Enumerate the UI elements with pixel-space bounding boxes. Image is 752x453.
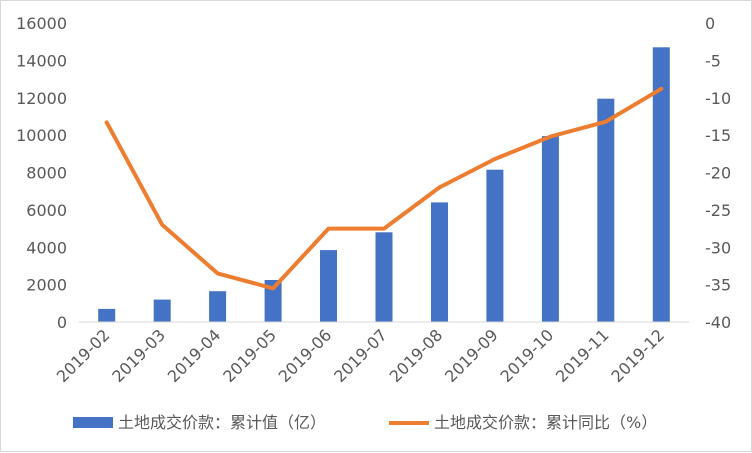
x-tick-label: 2019-09: [441, 325, 502, 386]
x-tick-label: 2019-07: [330, 325, 391, 386]
x-axis-ticks: 2019-022019-032019-042019-052019-062019-…: [53, 325, 668, 386]
bar-2019-10: [542, 136, 559, 322]
bar-2019-06: [320, 250, 337, 322]
left-tick-label: 12000: [16, 89, 67, 108]
left-tick-label: 2000: [26, 276, 67, 295]
bar-2019-04: [209, 291, 226, 322]
left-tick-label: 0: [57, 313, 67, 332]
legend-label-line: 土地成交价款：累计同比（%）: [434, 413, 657, 432]
right-tick-label: -15: [705, 126, 731, 145]
left-tick-label: 4000: [26, 238, 67, 257]
x-tick-label: 2019-04: [164, 325, 225, 386]
left-axis-ticks: 0 2000 4000 6000 8000 10000 12000 14000 16000: [16, 14, 67, 332]
legend-swatch-bar: [73, 417, 113, 428]
x-tick-label: 2019-10: [497, 325, 558, 386]
x-tick-label: 2019-05: [219, 325, 280, 386]
right-tick-label: -25: [705, 201, 731, 220]
bar-2019-11: [597, 99, 614, 322]
bar-2019-02: [98, 309, 115, 322]
right-tick-label: 0: [705, 14, 715, 33]
right-tick-label: -5: [705, 51, 721, 70]
legend-label-bar: 土地成交价款：累计值（亿）: [118, 413, 326, 432]
left-tick-label: 14000: [16, 51, 67, 70]
bar-series: [98, 47, 670, 322]
left-tick-label: 10000: [16, 126, 67, 145]
x-tick-label: 2019-08: [386, 325, 447, 386]
x-tick-label: 2019-03: [108, 325, 169, 386]
left-tick-label: 16000: [16, 14, 67, 33]
x-tick-label: 2019-12: [607, 325, 668, 386]
right-axis-ticks: 0 -5 -10 -15 -20 -25 -30 -35 -40: [705, 14, 731, 332]
right-tick-label: -10: [705, 89, 731, 108]
bar-2019-09: [486, 170, 503, 322]
left-tick-label: 8000: [26, 164, 67, 183]
bar-2019-08: [431, 202, 448, 322]
x-tick-label: 2019-06: [275, 325, 336, 386]
x-tick-label: 2019-11: [552, 325, 613, 386]
right-tick-label: -35: [705, 276, 731, 295]
right-tick-label: -30: [705, 238, 731, 257]
left-tick-label: 6000: [26, 201, 67, 220]
bar-2019-03: [154, 300, 171, 322]
x-tick-label: 2019-02: [53, 325, 114, 386]
right-tick-label: -40: [705, 313, 731, 332]
legend: 土地成交价款：累计值（亿） 土地成交价款：累计同比（%）: [73, 413, 657, 432]
right-tick-label: -20: [705, 164, 731, 183]
bar-2019-07: [376, 232, 393, 322]
